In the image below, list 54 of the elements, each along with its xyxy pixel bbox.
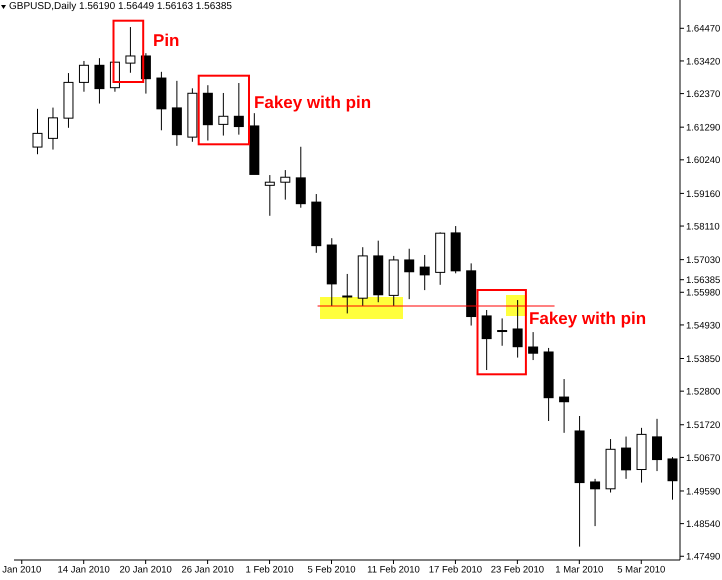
candlestick (559, 378, 570, 434)
y-tick-label: 1.61290 (686, 122, 720, 134)
chart-title: GBPUSD,Daily 1.56190 1.56449 1.56163 1.56385 (9, 1, 232, 13)
y-tick-label: 1.53850 (686, 354, 720, 365)
annotation: Fakey with pin (254, 92, 372, 112)
x-tick-label: 26 Jan 2010 (181, 564, 234, 576)
candlestick (32, 108, 42, 155)
y-tick-label: 1.52800 (686, 386, 720, 398)
y-tick-label: 1.60240 (686, 155, 720, 166)
y-tick-label: 1.56385 (686, 275, 720, 286)
candlestick (125, 26, 136, 74)
annotation: Pin (153, 30, 180, 50)
x-tick-label: 5 Feb 2010 (307, 564, 356, 576)
y-tick-label: 1.49590 (686, 486, 720, 498)
candlestick (652, 418, 662, 472)
x-tick-label: 17 Feb 2010 (428, 564, 482, 576)
candlestick (404, 248, 414, 300)
candlestick (218, 92, 228, 136)
candlestick (78, 60, 89, 92)
candlestick (621, 436, 632, 480)
candlestick (234, 82, 244, 136)
candlestick (264, 174, 275, 216)
candlestick (528, 332, 538, 361)
x-tick-label: 1 Feb 2010 (246, 564, 294, 576)
candlestick (280, 170, 290, 200)
y-tick-label: 1.51720 (686, 420, 720, 432)
x-tick-label: 1 Mar 2010 (555, 564, 604, 576)
candlestick (668, 456, 678, 500)
y-tick-label: 1.59160 (686, 188, 720, 200)
candlestick (512, 300, 523, 358)
candlestick (48, 107, 58, 150)
y-tick-label: 1.63420 (686, 56, 720, 68)
annotation: Fakey with pin (529, 308, 646, 328)
x-tick-label: 11 Feb 2010 (367, 564, 420, 576)
y-tick-label: 1.58110 (686, 221, 720, 232)
y-tick-label: 1.48540 (686, 518, 720, 530)
x-tick-label: 14 Jan 2010 (58, 564, 110, 576)
y-tick-label: 1.62370 (686, 88, 720, 100)
y-tick-label: 1.50670 (686, 452, 720, 464)
y-tick-label: 1.55980 (686, 288, 720, 299)
y-tick-label: 1.54930 (686, 320, 720, 332)
candlestick (342, 273, 352, 314)
x-tick-label: 23 Feb 2010 (490, 564, 544, 576)
candlestick (590, 478, 600, 527)
candlestick (482, 310, 492, 371)
x-tick-label: 20 Jan 2010 (120, 564, 172, 576)
y-tick-label: 1.57030 (686, 255, 720, 266)
candlestick (420, 254, 430, 291)
x-tick-label: 5 Mar 2010 (617, 564, 666, 576)
x-tick-label: Jan 2010 (2, 564, 42, 576)
candlestick (497, 318, 508, 346)
y-tick-label: 1.64470 (686, 24, 720, 35)
y-tick-label: 1.47490 (686, 552, 720, 563)
candlestick (94, 58, 104, 104)
